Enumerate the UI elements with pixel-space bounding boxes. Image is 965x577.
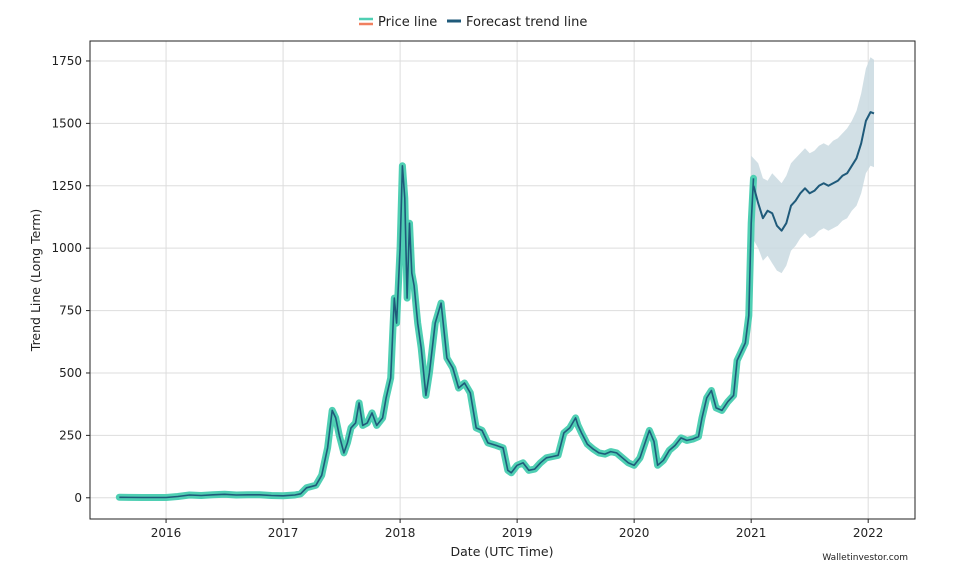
x-tick-label: 2021 [736, 526, 767, 540]
x-tick-label: 2016 [151, 526, 182, 540]
y-tick-label: 1000 [51, 241, 82, 255]
x-axis-label: Date (UTC Time) [451, 544, 554, 559]
plot-frame [89, 40, 916, 520]
x-tick-label: 2020 [619, 526, 650, 540]
y-tick-label: 250 [59, 428, 82, 442]
x-tick-label: 2018 [385, 526, 416, 540]
y-axis-label: Trend Line (Long Term) [28, 209, 43, 352]
x-tick-label: 2019 [502, 526, 533, 540]
y-tick-label: 500 [59, 366, 82, 380]
y-tick-label: 0 [74, 491, 82, 505]
y-tick-label: 1250 [51, 179, 82, 193]
plot-area [115, 57, 875, 501]
y-tick-label: 1500 [51, 116, 82, 130]
watermark: Walletinvestor.com [822, 553, 908, 563]
y-axis: 0 250 500 750 1000 1250 1500 1750 [51, 54, 90, 505]
forecast-confidence-band [751, 57, 874, 274]
legend-price-label: Price line [378, 15, 437, 30]
price-trend-overlay [119, 165, 755, 499]
y-tick-label: 1750 [51, 54, 82, 68]
x-tick-label: 2017 [268, 526, 299, 540]
y-tick-label: 750 [59, 304, 82, 318]
x-tick-label: 2022 [853, 526, 884, 540]
legend: Price line Forecast trend line [359, 15, 587, 30]
x-axis: 2016 2017 2018 2019 2020 2021 2022 [151, 519, 884, 540]
forecast-trend-line [752, 111, 875, 232]
legend-forecast-label: Forecast trend line [466, 15, 587, 30]
price-line [115, 162, 757, 501]
